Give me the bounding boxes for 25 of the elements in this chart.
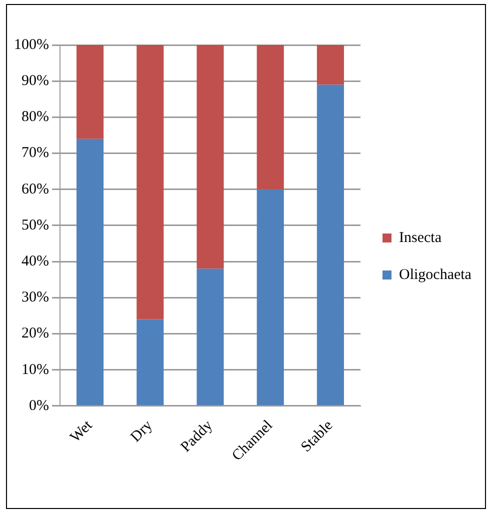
bar [136, 45, 164, 320]
y-tick-label: 90% [21, 73, 49, 90]
y-tick-label: 10% [21, 362, 49, 378]
bar [76, 45, 104, 139]
legend-label: Oligochaeta [399, 266, 472, 283]
bar [76, 138, 104, 406]
bar [256, 45, 284, 190]
bar [196, 268, 224, 406]
y-tick-label: 0% [28, 398, 49, 414]
y-tick-label: 50% [21, 217, 49, 234]
bar [316, 45, 344, 85]
x-tick-label: Dry [128, 417, 156, 446]
x-tick-label: Wet [68, 417, 96, 446]
bar [196, 45, 224, 269]
y-tick-label: 80% [21, 109, 49, 126]
bar [136, 319, 164, 406]
y-tick-label: 20% [21, 326, 49, 342]
bar [256, 189, 284, 406]
y-tick-label: 70% [21, 145, 49, 162]
y-tick-label: 60% [21, 181, 49, 198]
legend-label: Insecta [399, 230, 442, 246]
bar [316, 84, 344, 406]
y-tick-label: 40% [21, 253, 49, 270]
y-tick-label: 100% [14, 36, 49, 53]
y-tick-label: 30% [21, 290, 49, 306]
